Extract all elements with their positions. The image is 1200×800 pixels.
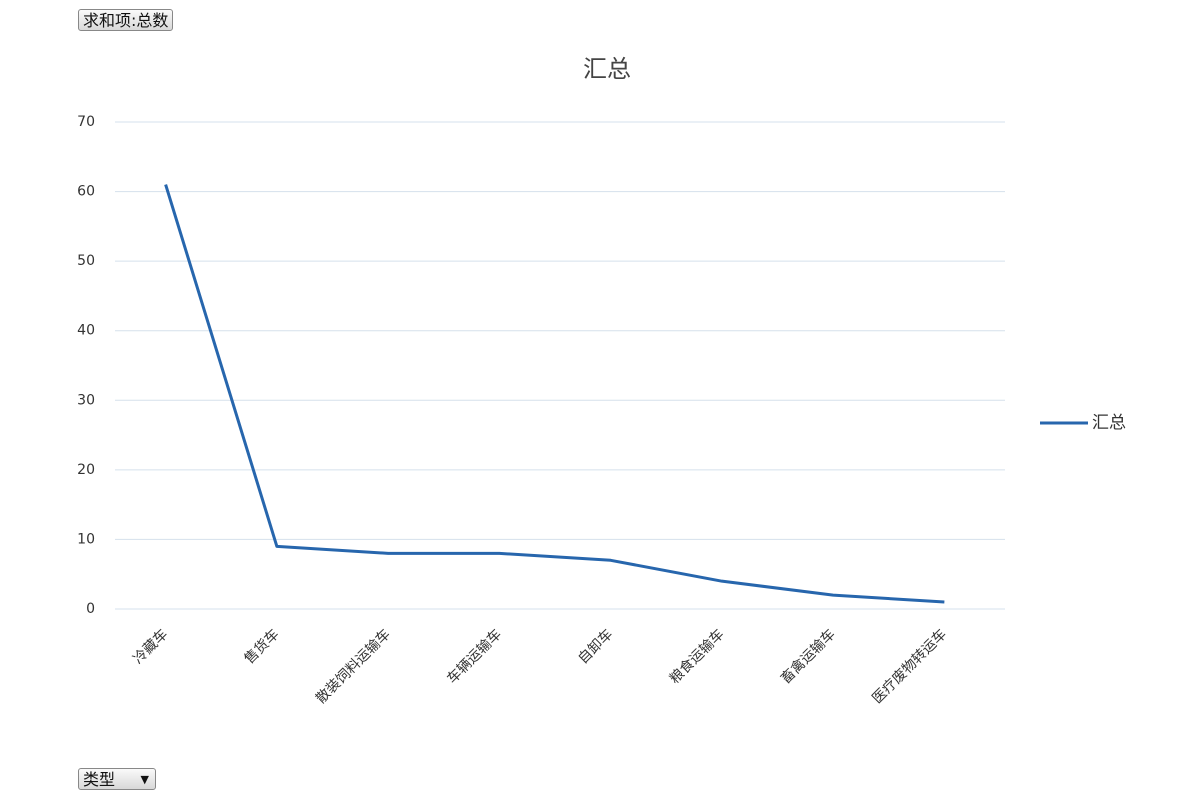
x-tick-label: 售货车: [241, 626, 283, 668]
y-tick-label: 70: [77, 114, 95, 130]
y-tick-label: 60: [77, 184, 95, 200]
chart: 汇总 0 10 20 30 40 50 60 70 冷藏车 售货车 散装饲料运输车 车辆运输车 自卸车 粮…: [77, 55, 1126, 707]
x-tick-label: 粮食运输车: [666, 626, 728, 688]
axis-field-label: 类型: [83, 770, 116, 789]
x-tick-label: 医疗废物转运车: [869, 626, 950, 707]
y-tick-label: 0: [86, 601, 95, 617]
y-tick-label: 50: [77, 253, 95, 269]
y-tick-label: 40: [77, 323, 95, 339]
x-tick-label: 车辆运输车: [444, 626, 506, 688]
dropdown-arrow: ▼: [140, 773, 149, 786]
y-tick-label: 30: [77, 392, 95, 408]
line-series: [164, 184, 945, 604]
axis-field-button[interactable]: 类型 ▼: [78, 768, 156, 790]
x-tick-label: 畜禽运输车: [777, 626, 839, 688]
y-tick-label: 10: [77, 531, 95, 547]
x-tick-label: 冷藏车: [130, 626, 172, 668]
y-tick-label: 20: [77, 462, 95, 478]
legend-label: 汇总: [1092, 413, 1126, 433]
value-field-button[interactable]: 求和项:总数: [78, 9, 174, 31]
x-tick-label: 自卸车: [575, 626, 617, 668]
x-tick-label: 散装饲料运输车: [312, 626, 393, 707]
chart-title: 汇总: [583, 55, 631, 83]
